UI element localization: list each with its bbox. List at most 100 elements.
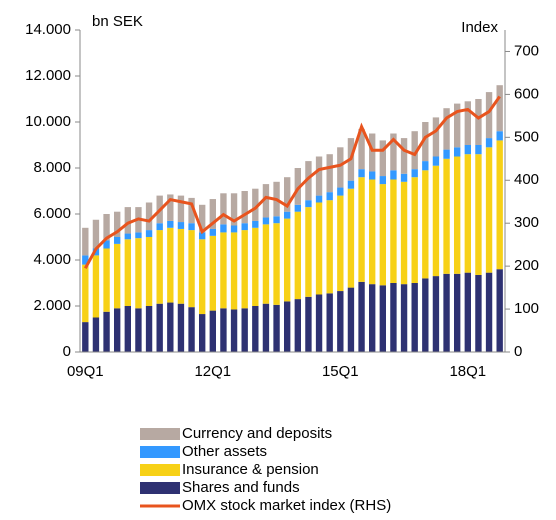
y2-tick-label: 200: [514, 257, 539, 274]
bar-segment: [252, 188, 259, 221]
bar-segment: [262, 303, 270, 352]
bar-segment: [464, 101, 471, 145]
y2-tick-label: 700: [514, 42, 539, 59]
bar-segment: [284, 211, 291, 219]
x-tick-label: 18Q1: [449, 363, 486, 380]
x-tick-label: 12Q1: [194, 363, 231, 380]
legend-label: Shares and funds: [182, 479, 300, 496]
bar-segment: [422, 122, 429, 162]
bar-segment: [220, 232, 227, 309]
bar-segment: [177, 303, 185, 352]
bar-segment: [432, 165, 440, 277]
bar-segment: [305, 200, 312, 208]
legend-swatch: [140, 446, 180, 458]
bar-segment: [82, 322, 89, 352]
y-tick-label: 0: [63, 343, 71, 360]
bar-segment: [369, 284, 376, 352]
bar-segment: [464, 272, 471, 352]
y-tick-label: 10.000: [25, 113, 71, 130]
bar-segment: [485, 147, 493, 273]
bar-segment: [464, 154, 471, 273]
y-tick-label: 12.000: [25, 67, 71, 84]
y-tick-label: 14.000: [25, 21, 71, 38]
bar-segment: [114, 308, 121, 352]
bar-segment: [326, 192, 333, 201]
bar-segment: [199, 204, 206, 233]
bar-segment: [400, 173, 408, 182]
bar-segment: [199, 232, 206, 240]
bar-segment: [358, 128, 365, 170]
bar-segment: [124, 233, 131, 240]
bar-segment: [135, 238, 142, 309]
bar-segment: [454, 156, 461, 274]
bar-segment: [347, 180, 355, 189]
bar-segment: [262, 224, 270, 304]
bar-segment: [241, 230, 248, 309]
bar-segment: [145, 237, 153, 306]
bar-segment: [103, 311, 110, 352]
y2-tick-label: 600: [514, 85, 539, 102]
y-tick-label: 4.000: [33, 251, 71, 268]
bar-segment: [379, 176, 386, 185]
bar-segment: [390, 179, 397, 283]
bar-segment: [124, 207, 131, 234]
bar-segment: [230, 232, 238, 310]
bar-segment: [124, 239, 131, 306]
bar-segment: [369, 171, 376, 180]
bar-segment: [485, 272, 493, 352]
y-tick-label: 8.000: [33, 159, 71, 176]
bar-segment: [485, 138, 493, 148]
bar-segment: [432, 156, 440, 166]
bar-segment: [92, 219, 100, 249]
bar-segment: [241, 308, 248, 352]
bar-segment: [167, 220, 174, 228]
bar-segment: [411, 283, 418, 352]
bar-segment: [230, 225, 238, 233]
bar-segment: [145, 306, 153, 352]
bar-segment: [475, 274, 482, 352]
y2-tick-label: 400: [514, 171, 539, 188]
bar-segment: [379, 184, 386, 286]
bar-segment: [443, 149, 450, 159]
bar-segment: [400, 181, 408, 285]
bar-segment: [475, 145, 482, 155]
bar-segment: [199, 314, 206, 352]
bar-segment: [273, 223, 280, 305]
bar-segment: [454, 147, 461, 157]
bar-segment: [315, 156, 323, 196]
bar-segment: [422, 161, 429, 171]
bar-segment: [496, 140, 503, 270]
bar-segment: [241, 191, 248, 224]
bar-segment: [326, 154, 333, 193]
bar-segment: [485, 92, 493, 139]
legend-swatch: [140, 464, 180, 476]
bar-segment: [167, 194, 174, 221]
y2-tick-label: 500: [514, 128, 539, 145]
bar-segment: [103, 214, 110, 241]
bar-segment: [358, 177, 365, 282]
bar-segment: [390, 133, 397, 171]
bar-segment: [188, 307, 195, 352]
bar-segment: [358, 169, 365, 178]
bar-segment: [273, 216, 280, 224]
legend-swatch: [140, 482, 180, 494]
legend-swatch: [140, 428, 180, 440]
bar-segment: [390, 283, 397, 352]
bar-segment: [199, 239, 206, 315]
bar-segment: [326, 293, 333, 352]
bar-segment: [177, 228, 185, 304]
y-tick-label: 6.000: [33, 205, 71, 222]
bar-segment: [379, 285, 386, 352]
bar-segment: [262, 217, 270, 225]
bar-segment: [284, 301, 291, 352]
bar-segment: [454, 103, 461, 148]
bar-segment: [443, 273, 450, 352]
bar-segment: [294, 204, 301, 212]
bar-segment: [220, 224, 227, 233]
bar-segment: [496, 131, 503, 141]
bar-segment: [188, 223, 195, 231]
bar-segment: [358, 281, 365, 352]
bar-segment: [177, 222, 185, 229]
y2-tick-label: 300: [514, 214, 539, 231]
